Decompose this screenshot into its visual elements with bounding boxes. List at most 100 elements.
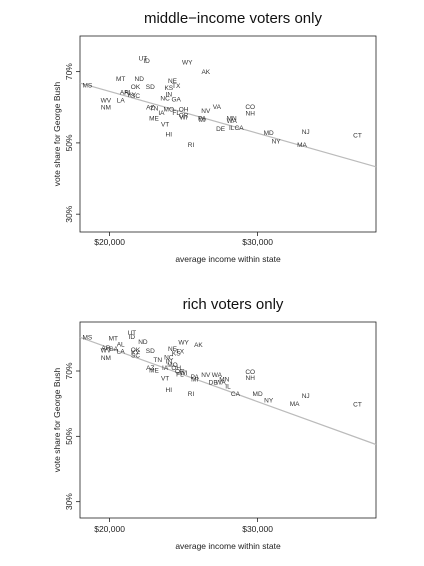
point-label-nc: NC: [160, 96, 170, 103]
point-label-wy: WY: [182, 60, 193, 67]
chart-title: middle−income voters only: [144, 10, 323, 27]
point-label-ga: GA: [171, 97, 181, 104]
point-label-ri: RI: [188, 142, 195, 149]
point-label-ar: AR: [120, 90, 129, 97]
point-label-ga: GA: [109, 346, 119, 353]
point-label-md: MD: [253, 391, 263, 398]
point-label-wa: WA: [227, 118, 238, 125]
point-label-nd: ND: [135, 76, 145, 83]
point-label-or: OR: [175, 368, 185, 375]
point-label-la: LA: [117, 97, 126, 104]
x-tick-label: $30,000: [242, 237, 273, 247]
fit-line: [79, 82, 377, 168]
point-label-fl: FL: [172, 110, 180, 117]
point-label-hi: HI: [166, 131, 173, 138]
point-label-wa: WA: [212, 372, 223, 379]
point-label-nj: NJ: [302, 129, 310, 136]
point-label-nh: NH: [246, 375, 256, 382]
point-label-nh: NH: [246, 111, 256, 118]
point-label-ca: CA: [231, 391, 241, 398]
point-label-ky: KY: [127, 92, 136, 99]
point-label-sc: SC: [131, 93, 140, 100]
point-label-ky: KY: [131, 349, 140, 356]
point-label-ri: RI: [188, 391, 195, 398]
point-label-ak: AK: [201, 69, 210, 76]
y-tick-label: 50%: [64, 427, 74, 444]
x-axis-title: average income within state: [175, 254, 281, 264]
point-label-mt: MT: [109, 336, 118, 343]
point-label-ut: UT: [139, 55, 148, 62]
point-label-ms: MS: [83, 335, 93, 342]
point-label-mn: MN: [227, 115, 237, 122]
point-label-tn: TN: [153, 357, 162, 364]
point-label-ca: CA: [235, 125, 245, 132]
point-label-ut: UT: [127, 330, 136, 337]
point-label-sd: SD: [146, 84, 155, 91]
point-label-ny: NY: [272, 138, 282, 145]
point-label-nv: NV: [201, 372, 211, 379]
point-label-id: ID: [143, 58, 150, 65]
point-label-oh: OH: [171, 365, 181, 372]
y-tick-label: 30%: [64, 493, 74, 510]
x-tick-label: $30,000: [242, 524, 273, 534]
point-label-mo: MO: [164, 106, 174, 113]
point-label-me: ME: [149, 368, 159, 375]
point-label-de: DE: [216, 126, 226, 133]
point-label-mo: MO: [167, 362, 177, 369]
plot-frame: [79, 321, 377, 519]
point-label-nd: ND: [138, 339, 148, 346]
point-label-nc: NC: [164, 355, 174, 362]
point-label-wi: WI: [180, 115, 188, 122]
y-tick-label: 30%: [64, 205, 74, 222]
point-label-vt: VT: [161, 375, 169, 382]
point-label-wi: WI: [180, 370, 188, 377]
point-label-pa: PA: [191, 374, 200, 381]
point-label-mi: MI: [198, 117, 205, 124]
point-label-mt: MT: [116, 76, 125, 83]
point-label-ne: NE: [168, 78, 178, 85]
x-tick-label: $20,000: [94, 524, 125, 534]
point-label-ok: OK: [131, 84, 141, 91]
chart-title: rich voters only: [183, 296, 284, 313]
point-label-ct: CT: [353, 402, 362, 409]
point-label-va: VA: [213, 104, 222, 111]
point-label-al: AL: [117, 342, 125, 349]
point-label-nm: NM: [101, 355, 111, 362]
point-label-me: ME: [149, 115, 159, 122]
point-label-wv: WV: [101, 97, 112, 104]
point-label-co: CO: [245, 104, 255, 111]
fit-line: [79, 336, 377, 446]
plot-frame: [79, 35, 377, 233]
point-label-ma: MA: [290, 401, 300, 408]
point-label-la: LA: [117, 349, 126, 356]
point-label-wa: WA: [215, 380, 226, 387]
point-label-vt: VT: [161, 121, 169, 128]
point-label-sd: SD: [146, 348, 155, 355]
point-label-pa: PA: [198, 115, 207, 122]
point-label-oh: OH: [179, 106, 189, 113]
point-label-nv: NV: [201, 108, 211, 115]
point-label-il: IL: [225, 384, 231, 391]
point-label-ny: NY: [264, 398, 274, 405]
point-label-nj: NJ: [302, 393, 310, 400]
point-label-sc: SC: [131, 353, 140, 360]
point-label-or: OR: [179, 112, 189, 119]
y-tick-label: 70%: [64, 362, 74, 379]
point-label-il: IL: [229, 125, 235, 132]
point-label-ne: NE: [168, 346, 178, 353]
point-label-mn: MN: [219, 376, 229, 383]
point-label-ia: IA: [162, 365, 169, 372]
y-tick-label: 70%: [64, 63, 74, 80]
point-label-tx: TX: [172, 83, 181, 90]
point-label-de: DE: [209, 380, 219, 387]
point-label-wy: WY: [178, 340, 189, 347]
point-label-fl: FL: [176, 372, 184, 379]
point-label-wv: WV: [101, 348, 112, 355]
point-label-ok: OK: [131, 347, 141, 354]
point-label-co: CO: [245, 369, 255, 376]
y-axis-title: vote share for George Bush: [52, 368, 62, 473]
point-label-az: AZ: [146, 365, 154, 372]
x-tick-label: $20,000: [94, 237, 125, 247]
